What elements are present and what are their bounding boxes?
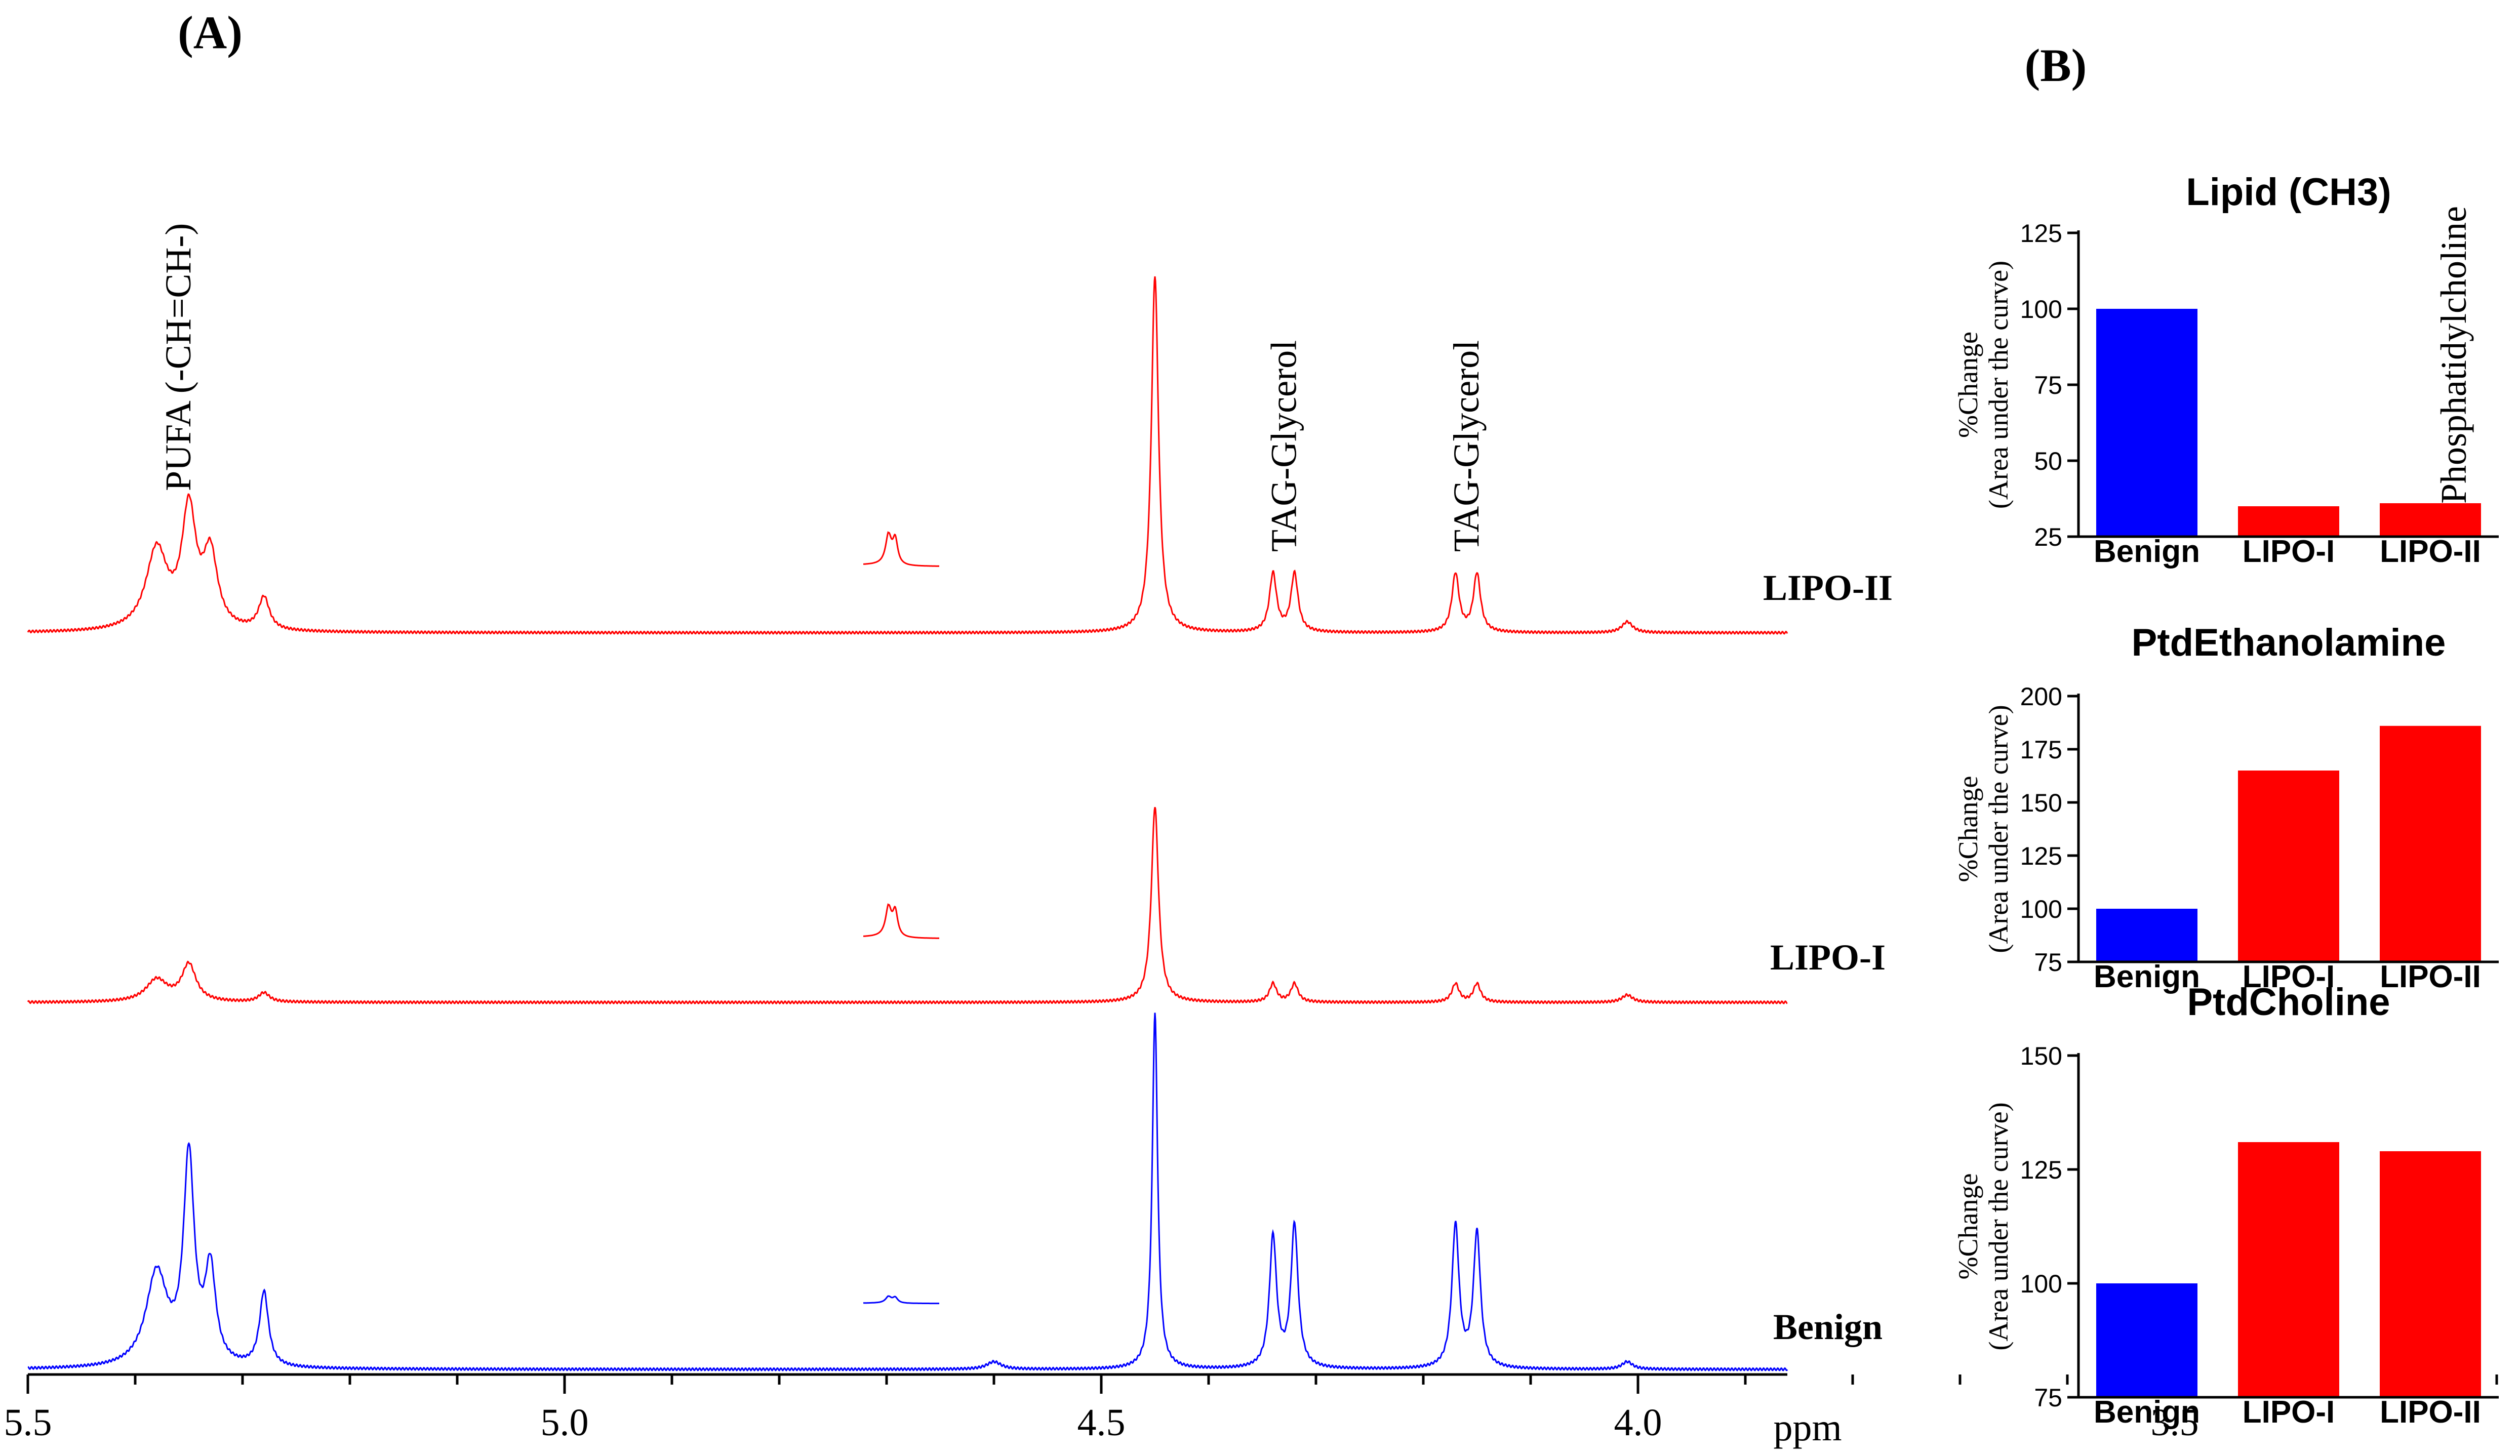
y-tick-label: 125 [2020,1156,2062,1184]
x-tick-label-4-0: 4.0 [1614,1401,1662,1444]
y-tick-label: 125 [2020,842,2062,870]
chart-title: PtdEthanolamine [2132,621,2446,664]
y-tick-label: 75 [2034,1384,2062,1412]
x-tick-label-4-5: 4.5 [1077,1401,1126,1444]
y-tick-label: 100 [2020,1270,2062,1298]
series-label-lipo-ii: LIPO-II [1763,568,1893,608]
y-tick-label: 75 [2034,371,2062,399]
y-tick-label: 175 [2020,736,2062,764]
y-tick-label: 50 [2034,447,2062,475]
inset-line-benign [863,1295,939,1305]
chart-title: PtdCholine [2187,981,2390,1024]
y-tick-label: 100 [2020,295,2062,323]
x-tick-label-5-0: 5.0 [541,1401,589,1444]
chart-title: Lipid (CH3) [2186,171,2391,214]
spectrum-line-lipo-i [27,806,1788,1005]
ppm-axis: 5.55.04.54.03.53.02.52.01.51.0 [4,1373,2498,1444]
panel-a-label: (A) [178,7,243,58]
y-tick-label: 75 [2034,948,2062,977]
panel-b-label: (B) [2025,39,2087,91]
bar-lipo-ii [2380,503,2481,537]
spectrum-line-lipo-ii [27,276,1788,635]
category-label-benign: Benign [2094,1395,2200,1430]
category-label-lipo-i: LIPO-I [2243,534,2335,569]
y-tick-label: 150 [2020,1042,2062,1070]
series-label-lipo-i: LIPO-I [1770,937,1886,978]
bar-benign [2096,909,2197,962]
peak-label-pufa-ch-ch-0: PUFA (-CH=CH-) [158,223,198,491]
bar-lipo-i [2238,771,2339,962]
bar-lipo-i [2238,1142,2339,1397]
y-axis-label-line2: (Area under the curve) [1983,1102,2014,1350]
y-axis-label-line1: %Change [1953,1174,1983,1280]
series-label-benign: Benign [1773,1307,1883,1347]
bar-lipo-i [2238,506,2339,537]
x-tick-label-3-5: 3.5 [2151,1401,2199,1444]
bar-benign [2096,1283,2197,1397]
bar-lipo-ii [2380,725,2481,962]
category-label-lipo-ii: LIPO-II [2380,1395,2481,1430]
spectra-group [27,276,1788,1371]
category-label-lipo-i: LIPO-I [2243,1395,2335,1430]
inset-group [863,531,939,1305]
peak-labels: PUFA (-CH=CH-) TAG-Glycerol TAG-Glycerol Ph… [158,206,2474,552]
y-tick-label: 100 [2020,895,2062,923]
inset-line-lipo-i [863,903,939,939]
bar-chart-group: Lipid (CH3) 25 50 75 100 125 Benign LIPO-I LIPO-… [1953,171,2499,1430]
y-tick-label: 125 [2020,219,2062,248]
y-tick-label: 150 [2020,789,2062,817]
y-tick-label: 200 [2020,682,2062,711]
x-axis-label: ppm [1773,1406,1842,1449]
category-label-lipo-ii: LIPO-II [2380,534,2481,569]
nmr-spectra-panel: (A) PUFA (-CH=CH-) TAG-Glycerol TAG-Glycer… [4,7,2498,1449]
inset-line-lipo-ii [863,531,939,567]
y-axis-label-line1: %Change [1953,332,1983,438]
bar-benign [2096,309,2197,537]
y-tick-label: 25 [2034,523,2062,551]
category-label-benign: Benign [2094,534,2200,569]
peak-label-tag-glycerol-1: TAG-Glycerol [1263,340,1304,552]
category-label-benign: Benign [2094,959,2200,994]
bar-chart-ptdethanolamine: PtdEthanolamine 75 100 125 150 175 200 Benign LI… [1953,621,2499,994]
series-labels: LIPO-II LIPO-I Benign [1763,568,1893,1347]
bar-lipo-ii [2380,1151,2481,1397]
y-axis-label-line2: (Area under the curve) [1983,705,2014,953]
x-tick-label-5-5: 5.5 [4,1401,52,1444]
category-label-lipo-i: LIPO-I [2243,959,2335,994]
y-axis-label-line1: %Change [1953,776,1983,882]
bar-chart-lipid-ch3: Lipid (CH3) 25 50 75 100 125 Benign LIPO-I LIPO-… [1953,171,2499,569]
bar-chart-ptdcholine: PtdCholine 75 100 125 150 Benign LIPO-I LIPO-II… [1953,981,2499,1430]
y-axis-label-line2: (Area under the curve) [1983,261,2014,509]
spectrum-line-benign [27,1013,1788,1371]
peak-label-phosphatidylcholine-3: Phosphatidylcholine [2433,206,2474,504]
category-label-lipo-ii: LIPO-II [2380,959,2481,994]
peak-label-tag-glycerol-2: TAG-Glycerol [1446,340,1487,552]
